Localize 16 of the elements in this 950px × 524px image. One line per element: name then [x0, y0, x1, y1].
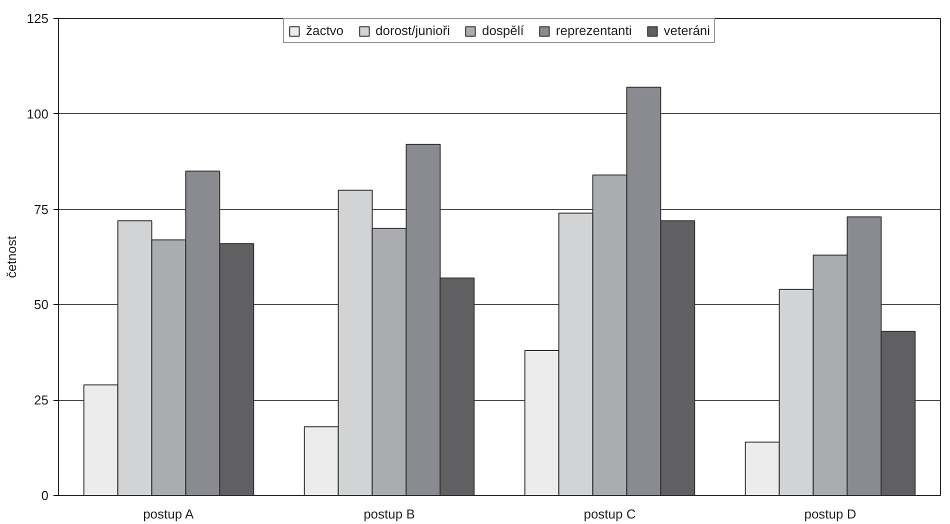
legend-label: žactvo — [306, 23, 344, 38]
legend-label: dorost/junioři — [376, 23, 450, 38]
y-tick-label: 25 — [34, 392, 49, 408]
y-tick-label: 75 — [34, 202, 49, 217]
x-tick-label: postup D — [804, 506, 856, 522]
legend-label: veteráni — [664, 23, 710, 38]
y-tick-label: 0 — [41, 488, 49, 503]
y-axis-title: četnost — [4, 236, 19, 278]
x-tick-label: postup C — [584, 506, 636, 522]
legend-label: reprezentanti — [556, 23, 632, 38]
x-tick-label: postup A — [143, 506, 194, 522]
legend-label: dospělí — [482, 23, 524, 38]
y-tick-label: 50 — [34, 297, 49, 312]
y-tick-label: 125 — [26, 11, 49, 26]
y-tick-label: 100 — [26, 106, 49, 122]
x-tick-label: postup B — [364, 506, 415, 522]
